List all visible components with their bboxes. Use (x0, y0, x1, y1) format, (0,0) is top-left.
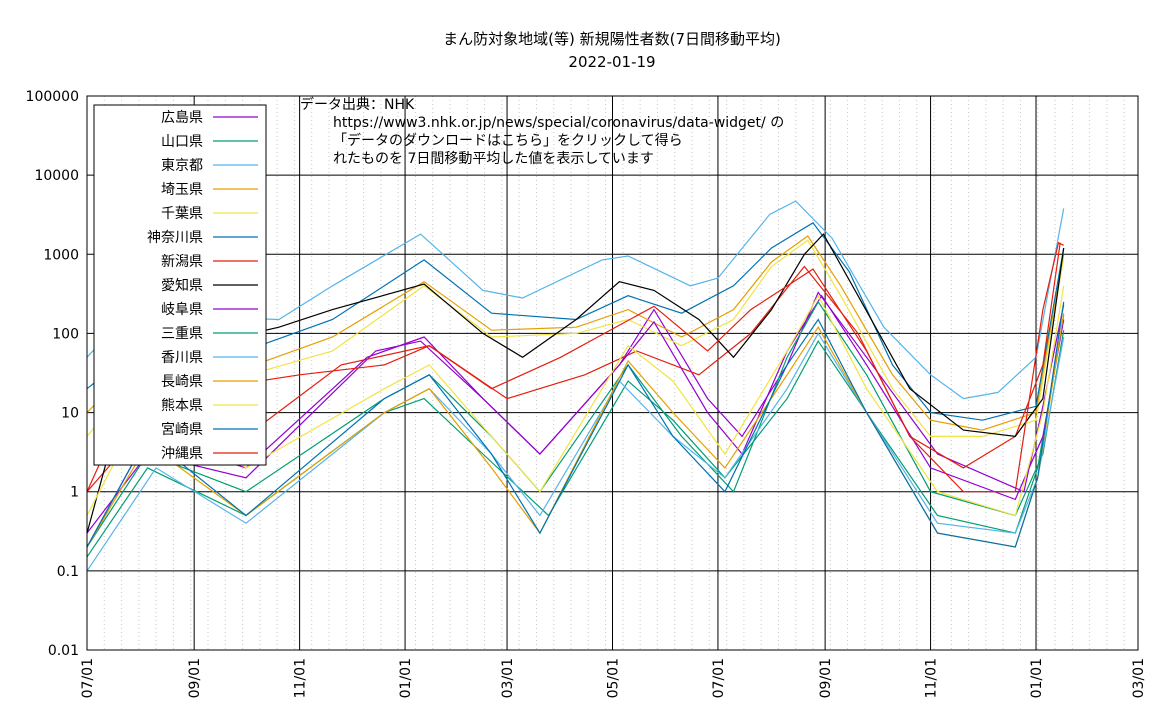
annotation-line: https://www3.nhk.or.jp/news/special/coro… (333, 115, 784, 131)
x-tick-label: 09/01 (187, 658, 203, 698)
x-tick-label: 11/01 (924, 658, 940, 698)
legend-label: 広島県 (161, 110, 203, 126)
annotation-line: データ出典：NHK (300, 96, 415, 113)
series-line (86, 222, 1065, 421)
source-annotation: データ出典：NHK https://www3.nhk.or.jp/news/spe… (300, 96, 784, 167)
x-tick-label: 01/01 (398, 658, 414, 698)
x-tick-label: 07/01 (711, 658, 727, 698)
legend-label: 新潟県 (161, 254, 203, 270)
y-tick-label: 0.01 (48, 643, 79, 659)
series-line (86, 239, 1065, 437)
x-tick-label: 05/01 (606, 658, 622, 698)
series-line (86, 285, 1065, 517)
legend-label: 長崎県 (161, 374, 203, 390)
y-tick-label: 1 (70, 485, 79, 501)
y-tick-label: 10 (61, 406, 79, 422)
legend-label: 山口県 (161, 134, 203, 150)
x-tick-label: 07/01 (80, 658, 96, 698)
legend-label: 香川県 (161, 350, 203, 366)
legend-label: 宮崎県 (161, 422, 203, 438)
x-tick-label: 09/01 (818, 658, 834, 698)
x-axis: 07/01 09/01 11/01 01/01 03/01 05/01 07/01 09/01… (80, 658, 1147, 698)
annotation-line: れたものを 7日間移動平均した値を表示しています (333, 151, 654, 167)
series-line (86, 301, 1065, 548)
y-tick-label: 100000 (26, 89, 79, 105)
legend-label: 埼玉県 (161, 182, 203, 198)
chart-title: まん防対象地域(等) 新規陽性者数(7日間移動平均) (443, 30, 781, 48)
legend: 広島県山口県東京都埼玉県千葉県神奈川県新潟県愛知県岐阜県三重県香川県長崎県熊本県… (93, 104, 267, 466)
series-line (86, 235, 1065, 431)
legend-label: 東京都 (161, 158, 203, 174)
y-tick-label: 100 (52, 326, 79, 342)
legend-label: 千葉県 (161, 206, 203, 222)
y-tick-label: 1000 (43, 247, 79, 263)
legend-label: 愛知県 (161, 277, 203, 294)
chart-subtitle: 2022-01-19 (568, 53, 655, 71)
x-tick-label: 03/01 (1131, 658, 1147, 698)
plot-frame (86, 95, 1139, 651)
series-lines (86, 200, 1065, 572)
x-tick-label: 03/01 (500, 658, 516, 698)
x-tick-label: 11/01 (293, 658, 309, 698)
legend-label: 沖縄県 (161, 446, 203, 462)
y-tick-label: 0.1 (57, 564, 79, 580)
y-tick-label: 10000 (34, 168, 79, 184)
series-line (86, 242, 1061, 493)
legend-label: 三重県 (161, 326, 203, 342)
y-axis: 0.01 0.1 1 10 100 1000 10000 100000 (26, 89, 79, 659)
x-tick-label: 01/01 (1029, 658, 1045, 698)
legend-label: 熊本県 (161, 398, 203, 414)
series-line (86, 200, 1065, 400)
legend-label: 岐阜県 (161, 301, 203, 318)
series-line (86, 241, 1064, 493)
series-line (86, 291, 1065, 534)
legend-label: 神奈川県 (147, 230, 203, 246)
annotation-line: 「データのダウンロードはこちら」をクリックして得ら (333, 132, 683, 149)
series-line (86, 300, 1065, 548)
